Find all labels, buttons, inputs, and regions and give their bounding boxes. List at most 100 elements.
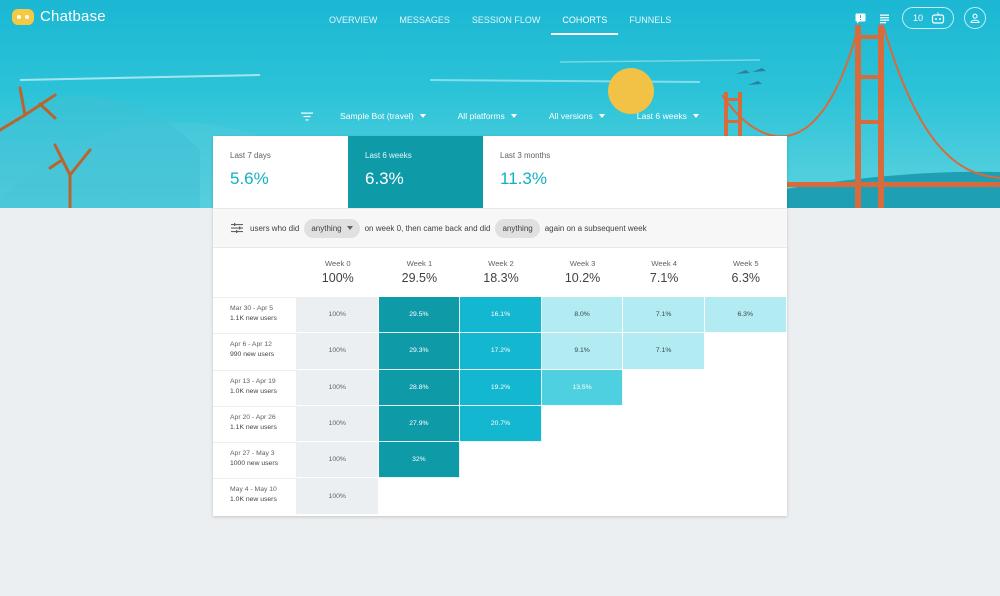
summary-label: Last 7 days	[230, 151, 271, 160]
cohort-row: Apr 13 - Apr 19 1.0K new users 100% 28.8…	[213, 369, 787, 406]
feedback-icon[interactable]	[854, 11, 868, 25]
summary-tab-last-7-days[interactable]: Last 7 days 5.6%	[213, 136, 348, 208]
week-header-row: Week 0 100% Week 1 29.5% Week 2 18.3% We…	[213, 248, 787, 297]
bot-select-value: Sample Bot (travel)	[340, 111, 414, 121]
cohort-row: May 4 - May 10 1.0K new users 100%	[213, 478, 787, 515]
query-middle: on week 0, then came back and did	[364, 223, 491, 233]
cohort-query-bar: users who did anything on week 0, then c…	[213, 208, 787, 248]
week-header: Week 4 7.1%	[623, 248, 705, 297]
summary-tab-last-3-months[interactable]: Last 3 months 11.3%	[483, 136, 618, 208]
cohort-label: Mar 30 - Apr 5 1.1K new users	[213, 297, 297, 334]
retention-cell[interactable]: 100%	[297, 442, 379, 479]
second-action-select[interactable]: anything	[495, 218, 540, 238]
retention-cell[interactable]: 32%	[378, 442, 461, 479]
dropdown-caret-icon	[510, 114, 517, 118]
dropdown-caret-icon	[419, 114, 426, 118]
retention-cell[interactable]: 17.2%	[460, 333, 542, 370]
cohort-row: Apr 6 - Apr 12 990 new users 100% 29.3% …	[213, 333, 787, 370]
tab-overview[interactable]: OVERVIEW	[329, 15, 378, 25]
summary-tab-last-6-weeks[interactable]: Last 6 weeks 6.3%	[348, 136, 483, 208]
account-button[interactable]	[964, 7, 986, 29]
retention-summary: Last 7 days 5.6% Last 6 weeks 6.3% Last …	[213, 136, 787, 208]
cohort-label: Apr 20 - Apr 26 1.1K new users	[213, 405, 297, 443]
retention-cell[interactable]: 19.2%	[460, 369, 542, 406]
query-prefix: users who did	[250, 223, 300, 233]
filter-list-icon[interactable]	[300, 109, 314, 123]
query-suffix: again on a subsequent week	[544, 223, 647, 233]
retention-cell[interactable]: 16.1%	[460, 297, 542, 334]
retention-cell[interactable]: 100%	[297, 369, 379, 406]
week-avg: 6.3%	[731, 271, 761, 285]
cohort-row: Mar 30 - Apr 5 1.1K new users 100% 29.5%…	[213, 297, 787, 334]
bot-select[interactable]: Sample Bot (travel)	[340, 111, 426, 121]
week-avg: 29.5%	[401, 271, 438, 285]
cohort-label: May 4 - May 10 1.0K new users	[213, 478, 297, 515]
cohort-new-users: 1.0K new users	[230, 496, 277, 504]
tab-messages[interactable]: MESSAGES	[399, 15, 450, 25]
retention-cell[interactable]: 6.3%	[704, 297, 787, 334]
retention-cell[interactable]: 9.1%	[541, 333, 624, 370]
tab-funnels[interactable]: FUNNELS	[629, 15, 672, 25]
cohort-new-users: 990 new users	[230, 351, 275, 359]
version-select-value: All versions	[548, 111, 593, 121]
summary-label: Last 6 weeks	[365, 151, 412, 160]
date-range-value: Last 6 weeks	[636, 111, 687, 121]
week-avg: 18.3%	[483, 271, 519, 285]
retention-cell[interactable]: 100%	[297, 478, 379, 515]
summary-value: 6.3%	[365, 169, 404, 188]
first-action-value: anything	[311, 223, 342, 233]
version-select[interactable]: All versions	[549, 111, 605, 121]
tab-session-flow[interactable]: SESSION FLOW	[471, 15, 541, 25]
retention-cell[interactable]: 100%	[297, 297, 379, 334]
retention-cell[interactable]: 7.1%	[623, 297, 705, 334]
cohort-dates: Apr 27 - May 3	[230, 450, 275, 458]
retention-cell[interactable]: 100%	[297, 333, 379, 370]
cohort-label: Apr 27 - May 3 1000 new users	[213, 442, 297, 479]
retention-cell[interactable]: 29.5%	[378, 297, 461, 334]
retention-cell[interactable]: 8.0%	[541, 297, 624, 334]
chatbase-logo-icon	[12, 8, 34, 25]
retention-cell[interactable]: 20.7%	[460, 405, 542, 443]
retention-cell[interactable]: 27.9%	[378, 405, 461, 443]
cohort-label: Apr 13 - Apr 19 1.0K new users	[213, 369, 297, 406]
table-corner	[213, 248, 297, 297]
week-name: Week 4	[651, 259, 677, 268]
tune-icon[interactable]	[230, 221, 244, 235]
list-icon[interactable]	[878, 11, 892, 25]
summary-spacer	[618, 136, 787, 208]
first-action-select[interactable]: anything	[304, 218, 360, 238]
retention-cell[interactable]: 29.3%	[378, 333, 461, 370]
cohort-new-users: 1.0K new users	[230, 387, 277, 395]
week-name: Week 0	[324, 259, 351, 268]
week-header: Week 2 18.3%	[460, 248, 542, 297]
week-name: Week 5	[732, 259, 759, 268]
account-icon	[968, 11, 982, 25]
bot-count-button[interactable]: 10	[901, 7, 954, 29]
week-header: Week 1 29.5%	[379, 248, 461, 297]
week-header: Week 3 10.2%	[542, 248, 624, 297]
week-header: Week 5 6.3%	[705, 248, 787, 297]
summary-label: Last 3 months	[500, 151, 551, 160]
cohort-dates: Apr 20 - Apr 26	[230, 413, 276, 421]
retention-cell[interactable]: 28.8%	[378, 369, 461, 406]
tab-cohorts[interactable]: COHORTS	[551, 0, 619, 35]
week-name: Week 3	[569, 259, 596, 268]
bot-icon	[931, 11, 945, 25]
retention-cell[interactable]: 7.1%	[623, 333, 705, 370]
week-avg: 7.1%	[649, 271, 679, 285]
main-nav: OVERVIEW MESSAGES SESSION FLOW COHORTS F…	[318, 0, 682, 40]
retention-cell[interactable]: 100%	[297, 405, 379, 443]
second-action-value: anything	[502, 223, 533, 233]
dropdown-caret-icon	[598, 114, 605, 118]
app-name: Chatbase	[40, 8, 106, 25]
cohort-new-users: 1.1K new users	[230, 315, 277, 322]
app-logo[interactable]: Chatbase	[12, 8, 106, 25]
platform-select-value: All platforms	[457, 111, 505, 121]
week-header: Week 0 100%	[297, 248, 379, 297]
retention-cell[interactable]: 13.5%	[541, 369, 624, 406]
date-range-select[interactable]: Last 6 weeks	[637, 111, 699, 121]
filter-bar: Sample Bot (travel) All platforms All ve…	[300, 108, 731, 124]
cohort-row: Apr 20 - Apr 26 1.1K new users 100% 27.9…	[213, 405, 787, 443]
platform-select[interactable]: All platforms	[458, 111, 517, 121]
cohort-label: Apr 6 - Apr 12 990 new users	[213, 333, 297, 370]
